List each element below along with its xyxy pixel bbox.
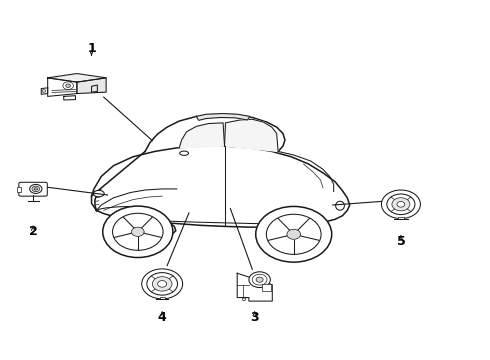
Text: 2: 2 bbox=[29, 225, 37, 238]
Bar bbox=[160, 297, 165, 299]
Circle shape bbox=[287, 229, 300, 239]
Circle shape bbox=[256, 206, 332, 262]
Circle shape bbox=[142, 269, 183, 299]
Bar bbox=[262, 284, 271, 291]
Circle shape bbox=[34, 188, 37, 190]
Circle shape bbox=[63, 82, 74, 90]
Circle shape bbox=[131, 227, 144, 237]
Polygon shape bbox=[48, 78, 77, 96]
Circle shape bbox=[158, 280, 167, 287]
Text: 1: 1 bbox=[87, 42, 96, 55]
Circle shape bbox=[152, 277, 172, 291]
Bar bbox=[398, 217, 404, 219]
Polygon shape bbox=[48, 73, 106, 82]
FancyBboxPatch shape bbox=[19, 182, 48, 196]
Circle shape bbox=[32, 186, 40, 192]
Circle shape bbox=[249, 272, 270, 288]
Circle shape bbox=[392, 198, 410, 211]
Polygon shape bbox=[92, 146, 350, 227]
Ellipse shape bbox=[180, 151, 189, 156]
Circle shape bbox=[381, 190, 420, 219]
Circle shape bbox=[147, 273, 177, 295]
Polygon shape bbox=[179, 123, 224, 148]
Text: 3: 3 bbox=[250, 311, 259, 324]
Circle shape bbox=[66, 84, 71, 87]
Polygon shape bbox=[196, 113, 250, 120]
Polygon shape bbox=[92, 85, 98, 92]
Polygon shape bbox=[77, 78, 106, 94]
Polygon shape bbox=[260, 223, 329, 240]
Ellipse shape bbox=[94, 190, 104, 197]
Circle shape bbox=[30, 184, 42, 193]
Polygon shape bbox=[64, 96, 75, 100]
Bar bbox=[17, 187, 21, 192]
Text: 4: 4 bbox=[158, 311, 167, 324]
Circle shape bbox=[252, 274, 267, 285]
Circle shape bbox=[113, 213, 163, 250]
Circle shape bbox=[267, 214, 321, 255]
Polygon shape bbox=[224, 119, 278, 152]
Polygon shape bbox=[41, 88, 48, 94]
Ellipse shape bbox=[336, 201, 344, 210]
Circle shape bbox=[42, 90, 46, 92]
Text: 5: 5 bbox=[396, 235, 405, 248]
Polygon shape bbox=[104, 223, 176, 238]
Circle shape bbox=[256, 277, 263, 282]
Circle shape bbox=[387, 194, 415, 215]
Polygon shape bbox=[237, 273, 272, 301]
Circle shape bbox=[397, 202, 405, 207]
Circle shape bbox=[242, 298, 246, 301]
Circle shape bbox=[103, 206, 173, 257]
